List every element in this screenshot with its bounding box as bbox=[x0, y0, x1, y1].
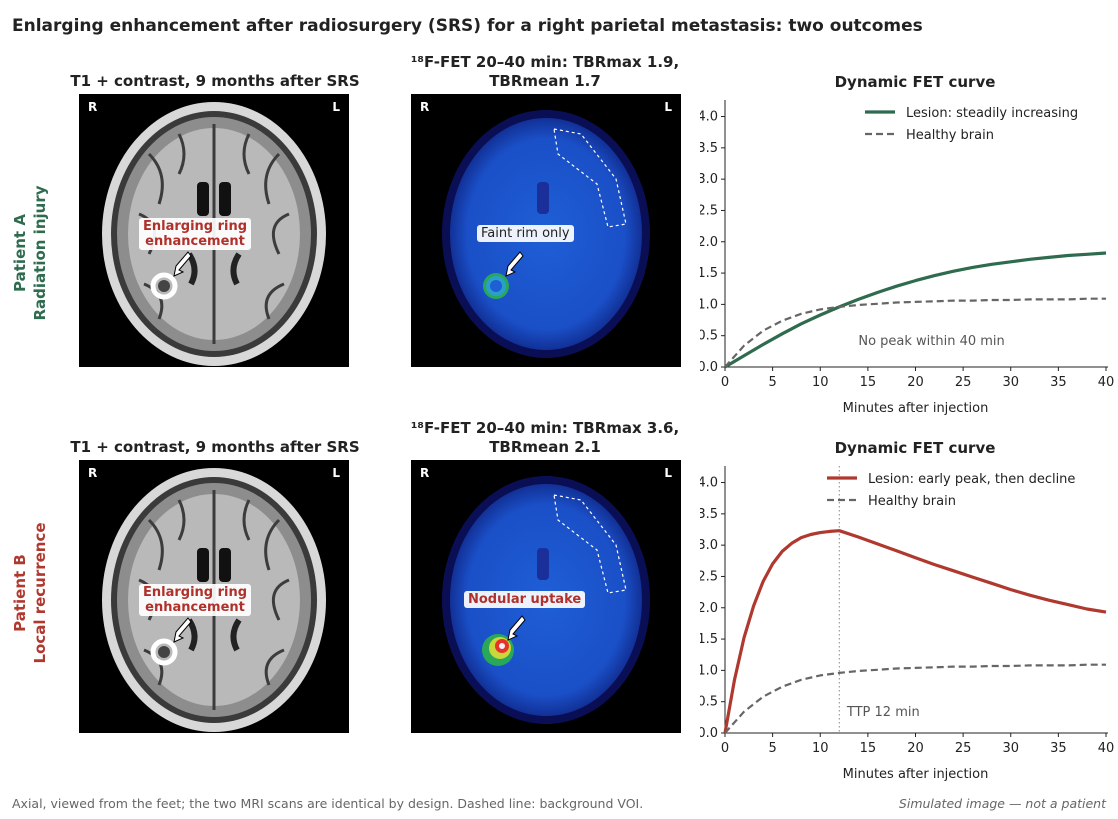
y-tick-label: 3.0 bbox=[700, 538, 718, 553]
row-label-patient-b: Patient B Local recurrence bbox=[11, 522, 49, 664]
legend-label: Lesion: steadily increasing bbox=[906, 106, 1078, 121]
y-tick-label: 0.0 bbox=[700, 360, 718, 375]
footer-disclaimer: Simulated image — not a patient bbox=[898, 796, 1106, 811]
legend-label: Healthy brain bbox=[868, 494, 956, 509]
x-tick-label: 35 bbox=[1050, 375, 1067, 390]
pet-scan-a: R L Faint rim only bbox=[411, 94, 681, 367]
y-tick-label: 3.5 bbox=[700, 507, 718, 522]
x-tick-label: 15 bbox=[860, 375, 877, 390]
y-tick-label: 1.0 bbox=[700, 297, 718, 312]
figure-title: Enlarging enhancement after radiosurgery… bbox=[12, 16, 923, 36]
orientation-right-label: R bbox=[420, 466, 430, 480]
x-tick-label: 5 bbox=[768, 741, 776, 756]
mri-title-b: T1 + contrast, 9 months after SRS bbox=[70, 438, 360, 456]
mri-title-a: T1 + contrast, 9 months after SRS bbox=[70, 72, 360, 90]
orientation-left-label: L bbox=[664, 466, 672, 480]
x-tick-label: 30 bbox=[1002, 375, 1019, 390]
y-tick-label: 0.5 bbox=[700, 695, 718, 710]
x-tick-label: 30 bbox=[1002, 741, 1019, 756]
pet-annotation-a: Faint rim only bbox=[477, 225, 574, 242]
x-tick-label: 20 bbox=[907, 375, 924, 390]
x-axis-label: Minutes after injection bbox=[843, 401, 989, 416]
series-line-healthy-brain bbox=[724, 297, 1106, 368]
mri-annotation-b: Enlarging ring enhancement bbox=[139, 584, 252, 616]
pet-scan-b: R L Nodular uptake bbox=[411, 460, 681, 733]
x-tick-label: 10 bbox=[812, 741, 829, 756]
fet-curve-chart-b: Dynamic FET curve 0.0 0.5 1.0 1.5 2.0 2.5 3.0 3.… bbox=[700, 439, 1115, 782]
legend-label: Lesion: early peak, then decline bbox=[868, 472, 1075, 487]
y-tick-label: 2.5 bbox=[700, 569, 718, 584]
mri-scan-a: R L Enlarging ring enhancement bbox=[79, 94, 349, 367]
x-tick-label: 20 bbox=[907, 741, 924, 756]
series-line-lesion bbox=[723, 529, 1107, 734]
x-tick-label: 10 bbox=[812, 375, 829, 390]
x-tick-label: 15 bbox=[860, 741, 877, 756]
x-tick-label: 25 bbox=[955, 741, 972, 756]
y-tick-label: 4.0 bbox=[700, 110, 718, 125]
pet-title-a: ¹⁸F-FET 20–40 min: TBRmax 1.9, TBRmean 1… bbox=[410, 53, 680, 90]
x-tick-label: 35 bbox=[1050, 741, 1067, 756]
y-tick-label: 4.0 bbox=[700, 476, 718, 491]
x-tick-label: 5 bbox=[768, 375, 776, 390]
y-tick-label: 2.0 bbox=[700, 235, 718, 250]
footer-note: Axial, viewed from the feet; the two MRI… bbox=[12, 796, 644, 811]
chart-annotation: TTP 12 min bbox=[846, 705, 920, 720]
mri-annotation-a: Enlarging ring enhancement bbox=[139, 218, 252, 250]
x-tick-label: 25 bbox=[955, 375, 972, 390]
y-tick-label: 3.0 bbox=[700, 172, 718, 187]
x-tick-label: 40 bbox=[1098, 375, 1115, 390]
chart-title: Dynamic FET curve bbox=[835, 439, 996, 457]
x-tick-label: 0 bbox=[721, 375, 729, 390]
series-line-healthy-brain bbox=[724, 663, 1106, 734]
chart-annotation: No peak within 40 min bbox=[858, 334, 1004, 349]
mri-scan-b: R L Enlarging ring enhancement bbox=[79, 460, 349, 733]
y-tick-label: 1.5 bbox=[700, 632, 718, 647]
pet-annotation-b: Nodular uptake bbox=[464, 591, 586, 608]
fet-curve-chart-a: Dynamic FET curve 0.0 0.5 1.0 1.5 2.0 2.5 3.0 3.… bbox=[700, 73, 1115, 416]
orientation-left-label: L bbox=[332, 466, 340, 480]
orientation-right-label: R bbox=[420, 100, 430, 114]
y-tick-label: 0.0 bbox=[700, 726, 718, 741]
x-tick-label: 0 bbox=[721, 741, 729, 756]
orientation-right-label: R bbox=[88, 466, 98, 480]
legend-label: Healthy brain bbox=[906, 128, 994, 143]
y-tick-label: 1.0 bbox=[700, 663, 718, 678]
orientation-left-label: L bbox=[664, 100, 672, 114]
y-tick-label: 3.5 bbox=[700, 141, 718, 156]
x-tick-label: 40 bbox=[1098, 741, 1115, 756]
chart-title: Dynamic FET curve bbox=[835, 73, 996, 91]
orientation-right-label: R bbox=[88, 100, 98, 114]
y-tick-label: 2.5 bbox=[700, 203, 718, 218]
y-tick-label: 2.0 bbox=[700, 601, 718, 616]
y-tick-label: 1.5 bbox=[700, 266, 718, 281]
row-label-patient-a: Patient A Radiation injury bbox=[11, 185, 49, 321]
y-tick-label: 0.5 bbox=[700, 329, 718, 344]
series-line-lesion bbox=[724, 251, 1107, 369]
pet-title-b: ¹⁸F-FET 20–40 min: TBRmax 3.6, TBRmean 2… bbox=[410, 419, 680, 456]
x-axis-label: Minutes after injection bbox=[843, 767, 989, 782]
orientation-left-label: L bbox=[332, 100, 340, 114]
